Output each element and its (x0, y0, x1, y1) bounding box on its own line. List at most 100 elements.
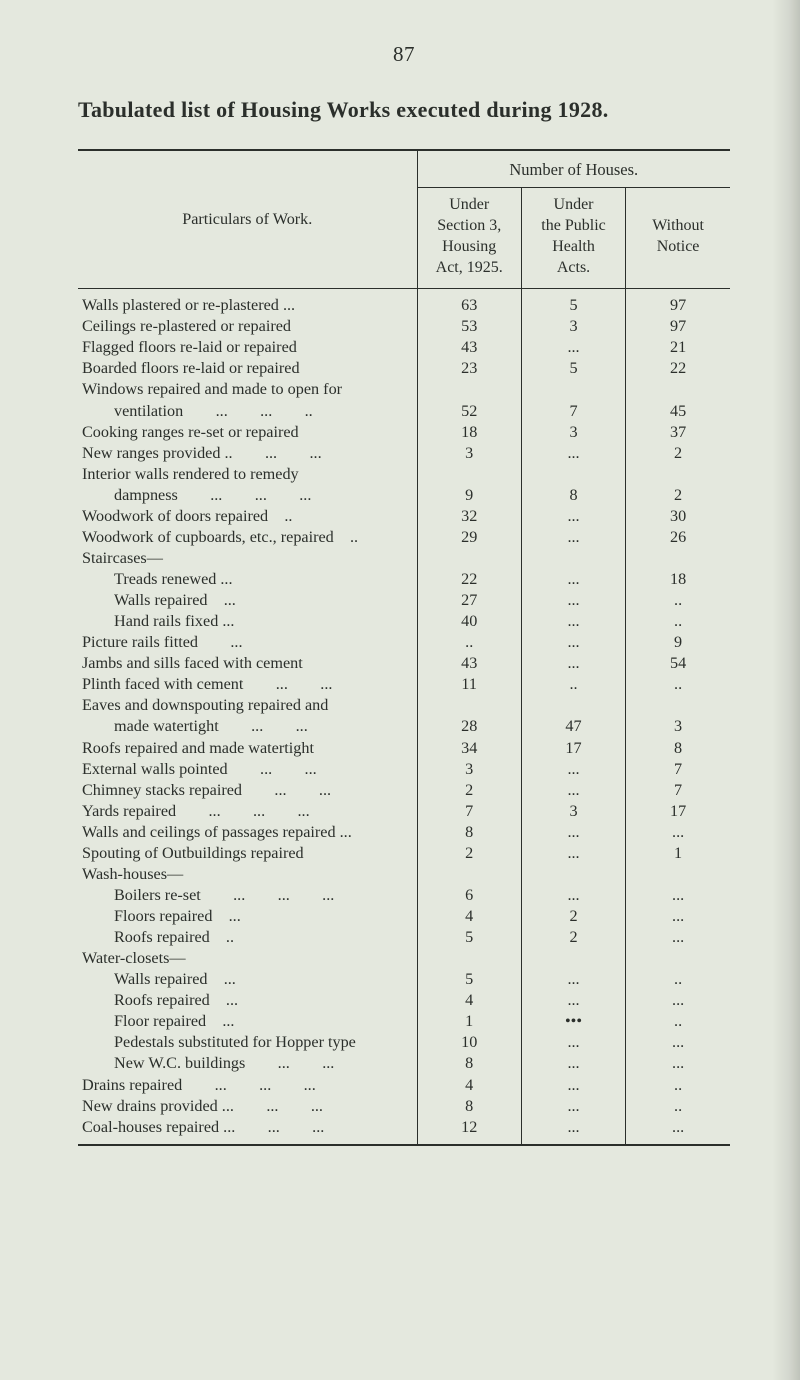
row-col-c: 18 (626, 569, 730, 590)
row-col-b: ... (521, 1053, 625, 1074)
row-col-b: ... (521, 1075, 625, 1096)
row-label: Cooking ranges re-set or repaired (78, 422, 417, 443)
row-col-b: ••• (521, 1011, 625, 1032)
row-col-c: 17 (626, 801, 730, 822)
row-col-b: ... (521, 527, 625, 548)
row-col-b: 17 (521, 738, 625, 759)
row-col-b: 2 (521, 927, 625, 948)
row-col-c: 7 (626, 780, 730, 801)
header-col1-l2: Section 3, (437, 217, 501, 234)
row-col-b: ... (521, 969, 625, 990)
header-col-3: Without Notice (626, 187, 730, 288)
row-col-b: ... (521, 990, 625, 1011)
row-label: Walls repaired ... (78, 969, 417, 990)
header-col1-l3: Housing (442, 238, 496, 255)
row-col-c: .. (626, 674, 730, 695)
header-col1-l1: Under (449, 196, 489, 213)
row-col-b: .. (521, 674, 625, 695)
table-row: Roofs repaired ...4...... (78, 990, 730, 1011)
table-row: ventilation ... ... ..52745 (78, 401, 730, 422)
table-row: Treads renewed ...22...18 (78, 569, 730, 590)
header-col2-l4: Acts. (557, 259, 590, 276)
table-row: Jambs and sills faced with cement43...54 (78, 653, 730, 674)
table-row: New drains provided ... ... ...8..... (78, 1096, 730, 1117)
row-label: Woodwork of doors repaired .. (78, 506, 417, 527)
row-label: ventilation ... ... .. (78, 401, 417, 422)
table-row: Boilers re-set ... ... ...6...... (78, 885, 730, 906)
row-col-b: ... (521, 822, 625, 843)
row-col-b: ... (521, 1032, 625, 1053)
row-col-c: ... (626, 822, 730, 843)
row-col-b (521, 548, 625, 569)
row-col-b: ... (521, 653, 625, 674)
row-col-b (521, 864, 625, 885)
table-row: Roofs repaired ..52... (78, 927, 730, 948)
header-col2-l1: Under (554, 196, 594, 213)
row-col-a: 5 (417, 969, 521, 990)
row-col-a: 2 (417, 780, 521, 801)
table-row: Yards repaired ... ... ...7317 (78, 801, 730, 822)
table-row: Roofs repaired and made watertight34178 (78, 738, 730, 759)
row-label: Wash-houses— (78, 864, 417, 885)
row-label: Water-closets— (78, 948, 417, 969)
row-col-a: 27 (417, 590, 521, 611)
header-particulars: Particulars of Work. (78, 151, 417, 289)
row-label: Treads renewed ... (78, 569, 417, 590)
row-label: Yards repaired ... ... ... (78, 801, 417, 822)
row-col-b: ... (521, 443, 625, 464)
row-label: dampness ... ... ... (78, 485, 417, 506)
table-row: Spouting of Outbuildings repaired2...1 (78, 843, 730, 864)
row-col-b: ... (521, 843, 625, 864)
row-col-a: 10 (417, 1032, 521, 1053)
row-col-c (626, 948, 730, 969)
row-col-b: ... (521, 569, 625, 590)
table-row: Boarded floors re-laid or repaired23522 (78, 358, 730, 379)
row-col-b: ... (521, 1096, 625, 1117)
row-col-c: 37 (626, 422, 730, 443)
row-col-a: 3 (417, 759, 521, 780)
row-col-b: 5 (521, 295, 625, 316)
page: 87 Tabulated list of Housing Works execu… (0, 0, 800, 1380)
row-label: Walls and ceilings of passages repaired … (78, 822, 417, 843)
row-col-b: ... (521, 611, 625, 632)
row-label: Staircases— (78, 548, 417, 569)
row-label: Plinth faced with cement ... ... (78, 674, 417, 695)
row-label: Pedestals substituted for Hopper type (78, 1032, 417, 1053)
row-label: Ceilings re-plastered or repaired (78, 316, 417, 337)
row-col-b: 3 (521, 801, 625, 822)
row-col-c: 30 (626, 506, 730, 527)
header-col2-l2: the Public (541, 217, 605, 234)
row-col-b: ... (521, 506, 625, 527)
row-col-a: 7 (417, 801, 521, 822)
row-col-a: .. (417, 632, 521, 653)
row-label: made watertight ... ... (78, 716, 417, 737)
row-label: New drains provided ... ... ... (78, 1096, 417, 1117)
page-number: 87 (78, 42, 730, 67)
row-label: Interior walls rendered to remedy (78, 464, 417, 485)
table-row: Windows repaired and made to open for (78, 379, 730, 400)
header-col-2: Under the Public Health Acts. (521, 187, 625, 288)
row-col-c: 21 (626, 337, 730, 358)
row-col-a: 1 (417, 1011, 521, 1032)
row-col-a: 4 (417, 906, 521, 927)
row-col-c: ... (626, 885, 730, 906)
row-label: Woodwork of cupboards, etc., repaired .. (78, 527, 417, 548)
row-col-a: 40 (417, 611, 521, 632)
row-col-b: ... (521, 759, 625, 780)
row-label: Spouting of Outbuildings repaired (78, 843, 417, 864)
row-label: Boarded floors re-laid or repaired (78, 358, 417, 379)
row-col-a: 29 (417, 527, 521, 548)
row-col-c: 97 (626, 316, 730, 337)
row-col-a: 4 (417, 1075, 521, 1096)
row-label: Windows repaired and made to open for (78, 379, 417, 400)
row-label: Flagged floors re-laid or repaired (78, 337, 417, 358)
row-col-b: 5 (521, 358, 625, 379)
table-row: Pedestals substituted for Hopper type10.… (78, 1032, 730, 1053)
row-label: Floor repaired ... (78, 1011, 417, 1032)
row-col-a: 52 (417, 401, 521, 422)
row-label: Hand rails fixed ... (78, 611, 417, 632)
row-col-b: 2 (521, 906, 625, 927)
row-label: Coal-houses repaired ... ... ... (78, 1117, 417, 1138)
row-col-c: .. (626, 611, 730, 632)
row-col-c (626, 548, 730, 569)
